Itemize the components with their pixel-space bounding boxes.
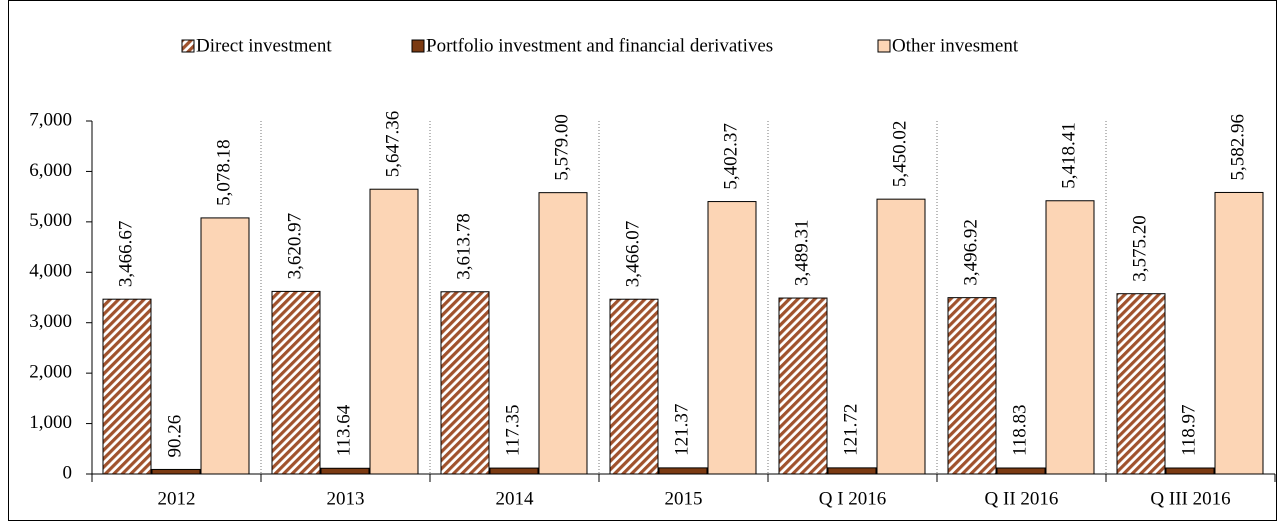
bar xyxy=(947,297,997,475)
value-label: 3,466.07 xyxy=(622,221,643,288)
bar xyxy=(996,467,1046,475)
y-tick-label: 1,000 xyxy=(29,412,72,433)
value-label: 113.64 xyxy=(333,404,354,456)
bar xyxy=(707,201,757,475)
value-label: 117.35 xyxy=(502,405,523,457)
legend-label: Portfolio investment and financial deriv… xyxy=(426,35,773,56)
legend-swatch xyxy=(411,39,425,53)
bar xyxy=(200,217,250,475)
x-tick-label: 2012 xyxy=(158,488,196,509)
x-tick-label: 2013 xyxy=(327,488,365,509)
value-label: 5,078.18 xyxy=(213,139,234,206)
bar xyxy=(1214,191,1264,475)
value-label: 5,582.96 xyxy=(1227,114,1248,181)
y-tick-label: 5,000 xyxy=(29,210,72,231)
value-label: 5,450.02 xyxy=(889,121,910,188)
y-tick-label: 6,000 xyxy=(29,160,72,181)
bar xyxy=(271,290,321,475)
value-label: 118.83 xyxy=(1009,404,1030,456)
value-label: 3,496.92 xyxy=(960,219,981,286)
bar xyxy=(876,198,926,475)
bar xyxy=(658,467,708,475)
bar xyxy=(102,298,152,475)
bar xyxy=(1116,293,1166,475)
value-label: 118.97 xyxy=(1178,404,1199,456)
value-label: 3,613.78 xyxy=(453,213,474,280)
bar xyxy=(369,188,419,475)
value-label: 5,647.36 xyxy=(382,111,403,178)
bar xyxy=(1045,200,1095,475)
value-label: 5,579.00 xyxy=(551,114,572,181)
value-label: 121.72 xyxy=(840,404,861,456)
x-tick-label: Q III 2016 xyxy=(1150,488,1230,509)
value-label: 121.37 xyxy=(671,404,692,456)
bar xyxy=(320,467,370,475)
value-label: 3,575.20 xyxy=(1129,215,1150,282)
legend-label: Other invesment xyxy=(892,35,1019,56)
legend-swatch xyxy=(181,39,195,53)
y-tick-label: 0 xyxy=(63,462,73,483)
value-label: 90.26 xyxy=(164,415,185,458)
bar xyxy=(827,467,877,475)
x-tick-label: 2015 xyxy=(665,488,703,509)
x-tick-label: Q II 2016 xyxy=(985,488,1059,509)
y-tick-label: 3,000 xyxy=(29,311,72,332)
bar xyxy=(440,291,490,475)
bar xyxy=(778,297,828,475)
value-label: 3,620.97 xyxy=(284,213,305,280)
bar xyxy=(151,468,201,475)
x-tick-label: Q I 2016 xyxy=(819,488,887,509)
value-label: 5,402.37 xyxy=(720,123,741,190)
value-label: 5,418.41 xyxy=(1058,122,1079,189)
chart-border xyxy=(8,0,1277,521)
bar xyxy=(609,298,659,475)
value-label: 3,489.31 xyxy=(791,220,812,287)
y-tick-label: 2,000 xyxy=(29,362,72,383)
bar xyxy=(538,192,588,475)
bar xyxy=(1165,467,1215,475)
y-tick-label: 7,000 xyxy=(29,109,72,130)
value-label: 3,466.67 xyxy=(115,221,136,288)
bar xyxy=(489,467,539,475)
y-tick-label: 4,000 xyxy=(29,261,72,282)
x-tick-label: 2014 xyxy=(496,488,535,509)
legend-swatch xyxy=(877,39,891,53)
legend-label: Direct investment xyxy=(196,35,332,56)
